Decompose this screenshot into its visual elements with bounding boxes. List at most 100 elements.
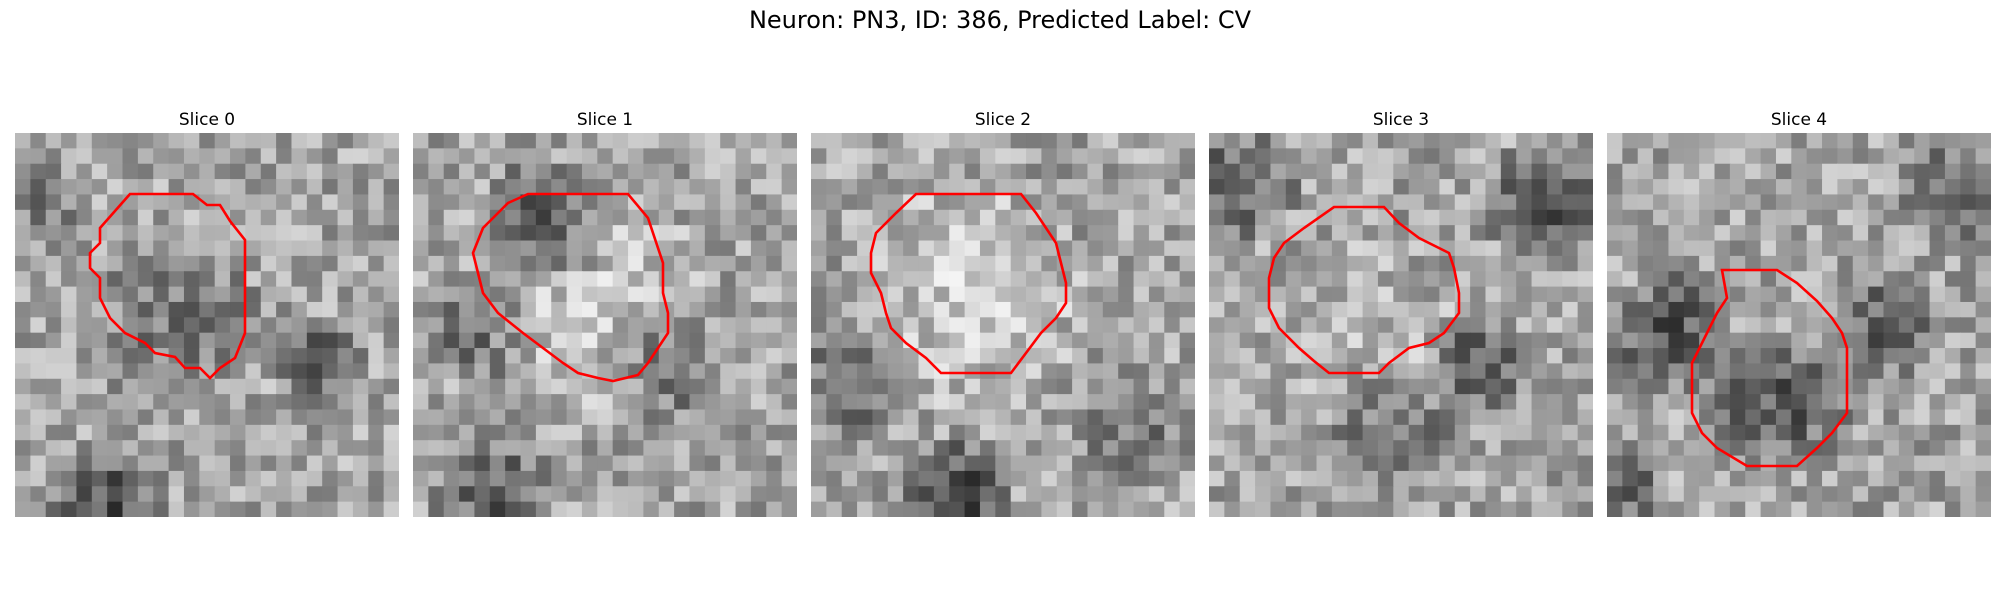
image-pixel (1562, 148, 1578, 164)
image-pixel (1776, 287, 1792, 303)
image-pixel (1041, 486, 1057, 502)
image-pixel (1668, 456, 1684, 472)
image-pixel (184, 394, 200, 410)
image-pixel (857, 486, 873, 502)
image-pixel (1807, 456, 1823, 472)
image-pixel (1883, 210, 1899, 226)
image-pixel (1853, 287, 1869, 303)
image-pixel (536, 271, 552, 287)
image-pixel (1822, 287, 1838, 303)
image-pixel (567, 348, 583, 364)
image-pixel (1822, 210, 1838, 226)
image-pixel (980, 164, 996, 180)
image-pixel (857, 210, 873, 226)
image-pixel (919, 241, 935, 257)
image-pixel (46, 210, 62, 226)
image-pixel (384, 241, 399, 257)
image-pixel (123, 425, 139, 441)
image-pixel (1730, 425, 1746, 441)
image-pixel (1103, 210, 1119, 226)
image-pixel (949, 271, 965, 287)
image-pixel (1393, 302, 1409, 318)
image-pixel (674, 456, 690, 472)
image-pixel (353, 348, 369, 364)
image-pixel (1807, 409, 1823, 425)
image-pixel (1255, 456, 1271, 472)
image-pixel (751, 348, 767, 364)
image-pixel (1485, 394, 1501, 410)
image-pixel (1301, 333, 1317, 349)
image-pixel (1317, 486, 1333, 502)
image-pixel (965, 194, 981, 210)
image-pixel (582, 379, 598, 395)
image-pixel (505, 256, 521, 272)
image-pixel (1485, 271, 1501, 287)
image-pixel (1455, 471, 1471, 487)
image-pixel (1883, 363, 1899, 379)
image-pixel (521, 502, 537, 517)
image-pixel (1899, 210, 1915, 226)
image-pixel (490, 133, 506, 149)
image-pixel (384, 379, 399, 395)
image-pixel (1562, 486, 1578, 502)
image-pixel (811, 502, 827, 517)
image-pixel (1149, 502, 1165, 517)
image-pixel (1011, 287, 1027, 303)
image-pixel (230, 471, 246, 487)
image-pixel (230, 425, 246, 441)
image-pixel (1532, 225, 1548, 241)
image-pixel (1562, 440, 1578, 456)
image-pixel (107, 440, 123, 456)
image-pixel (1807, 179, 1823, 195)
image-pixel (1347, 379, 1363, 395)
image-pixel (1868, 409, 1884, 425)
image-pixel (215, 456, 231, 472)
image-pixel (1899, 194, 1915, 210)
image-pixel (1960, 210, 1976, 226)
image-pixel (474, 164, 490, 180)
image-pixel (689, 241, 705, 257)
image-pixel (1164, 317, 1180, 333)
image-pixel (276, 164, 292, 180)
image-pixel (1837, 241, 1853, 257)
image-pixel (1516, 225, 1532, 241)
image-pixel (1853, 256, 1869, 272)
image-pixel (980, 440, 996, 456)
image-pixel (551, 379, 567, 395)
image-pixel (322, 133, 338, 149)
image-pixel (1240, 348, 1256, 364)
image-pixel (1103, 486, 1119, 502)
image-pixel (1041, 194, 1057, 210)
image-pixel (1164, 425, 1180, 441)
image-pixel (597, 225, 613, 241)
image-pixel (353, 333, 369, 349)
image-pixel (1180, 440, 1195, 456)
image-pixel (1607, 210, 1623, 226)
image-pixel (1684, 287, 1700, 303)
image-pixel (15, 179, 31, 195)
image-pixel (826, 348, 842, 364)
image-pixel (1087, 425, 1103, 441)
image-pixel (1578, 133, 1593, 149)
image-pixel (1945, 256, 1961, 272)
image-pixel (353, 133, 369, 149)
image-pixel (1363, 379, 1379, 395)
image-pixel (1149, 210, 1165, 226)
image-pixel (1103, 271, 1119, 287)
image-pixel (567, 179, 583, 195)
image-pixel (582, 425, 598, 441)
image-pixel (1638, 317, 1654, 333)
image-pixel (1578, 210, 1593, 226)
image-pixel (307, 394, 323, 410)
image-pixel (261, 271, 277, 287)
image-pixel (1883, 133, 1899, 149)
image-pixel (751, 502, 767, 517)
image-pixel (1715, 210, 1731, 226)
image-pixel (15, 302, 31, 318)
image-pixel (934, 317, 950, 333)
image-pixel (61, 194, 77, 210)
image-pixel (1653, 133, 1669, 149)
image-pixel (597, 394, 613, 410)
image-pixel (1224, 194, 1240, 210)
image-pixel (903, 317, 919, 333)
